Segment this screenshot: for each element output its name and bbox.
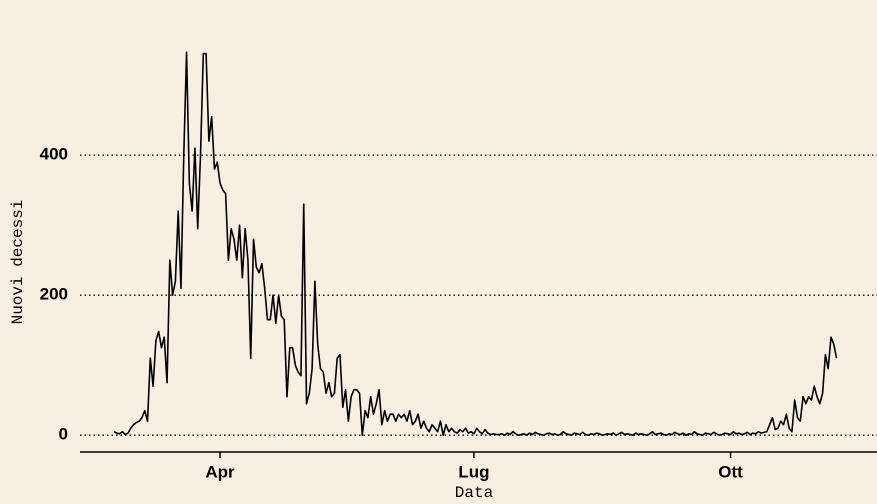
y-tick-label: 200 [40, 285, 68, 304]
x-axis-label: Data [455, 484, 494, 502]
data-line [113, 51, 838, 436]
y-axis-label: Nuovi decessi [9, 200, 27, 325]
y-tick-label: 400 [40, 145, 68, 164]
x-tick-label: Apr [205, 462, 235, 481]
x-tick-label: Ott [718, 462, 743, 481]
x-tick-label: Lug [458, 462, 489, 481]
y-tick-label: 0 [59, 425, 68, 444]
